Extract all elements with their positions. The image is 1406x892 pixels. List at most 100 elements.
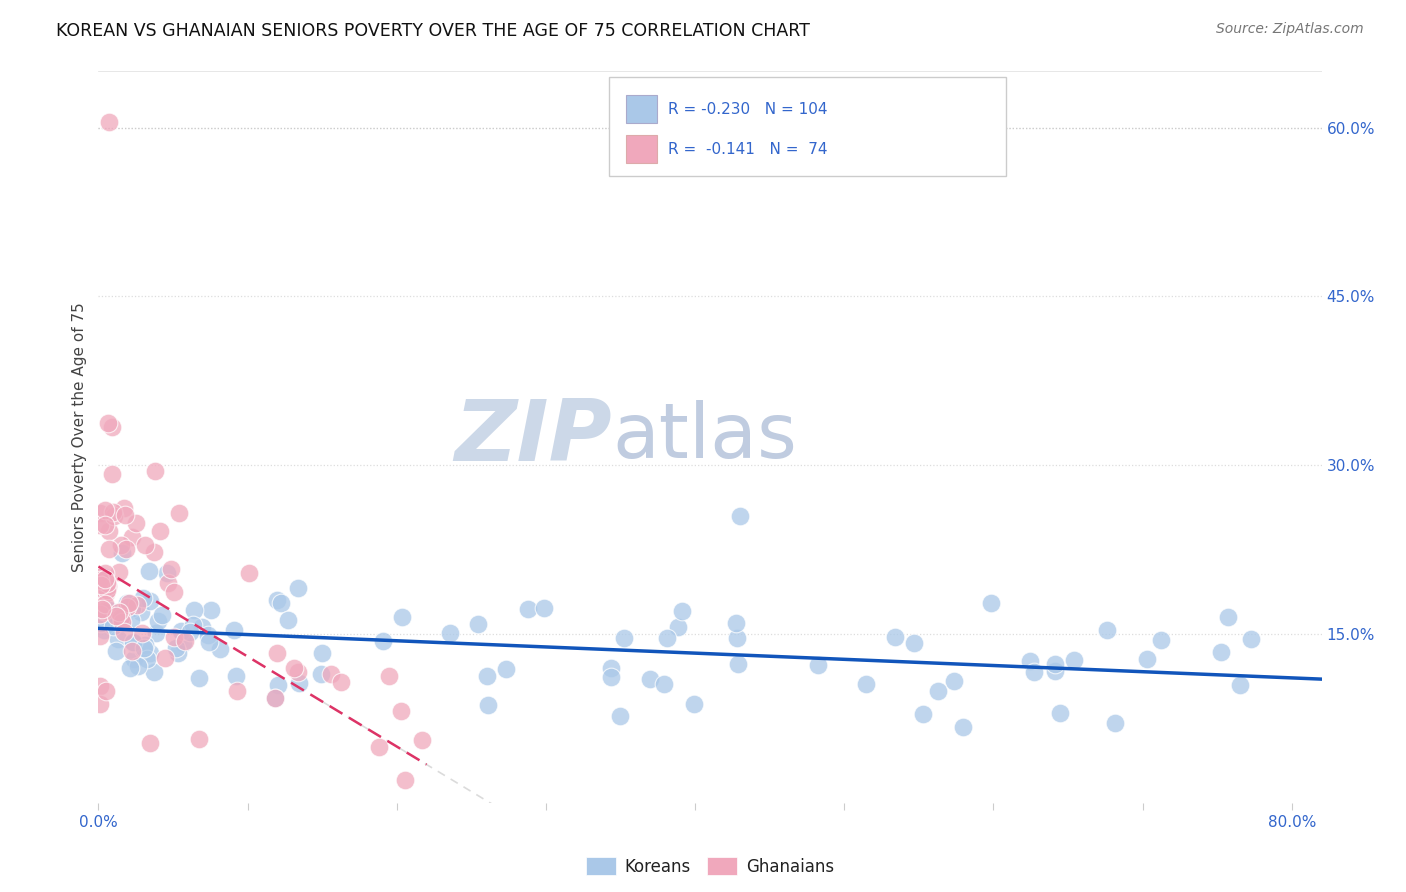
Ghanaians (103, 508, 125, 523)
Ghanaians (394, 773, 416, 788)
Ghanaians (188, 731, 211, 746)
Koreans (121, 601, 143, 615)
Koreans (980, 596, 1002, 610)
Ghanaians (112, 625, 135, 640)
Koreans (191, 619, 214, 633)
Koreans (111, 610, 134, 624)
Ghanaians (98, 542, 121, 557)
Koreans (127, 659, 149, 673)
Koreans (105, 606, 128, 620)
Ghanaians (139, 736, 162, 750)
Koreans (156, 566, 179, 581)
Ghanaians (96, 585, 118, 599)
Koreans (638, 672, 661, 686)
Koreans (225, 669, 247, 683)
Koreans (183, 602, 205, 616)
Koreans (181, 618, 204, 632)
Koreans (477, 669, 499, 683)
Ghanaians (94, 503, 117, 517)
Ghanaians (101, 467, 124, 481)
Koreans (671, 604, 693, 618)
Koreans (807, 657, 830, 672)
Koreans (170, 624, 193, 638)
Koreans (855, 677, 877, 691)
Koreans (1022, 665, 1045, 679)
Koreans (309, 666, 332, 681)
Koreans (727, 657, 749, 672)
Ghanaians (389, 704, 412, 718)
Koreans (132, 642, 155, 657)
Koreans (911, 707, 934, 722)
Koreans (104, 644, 127, 658)
Koreans (883, 630, 905, 644)
Koreans (188, 671, 211, 685)
Koreans (952, 720, 974, 734)
Ghanaians (411, 733, 433, 747)
Ghanaians (101, 505, 124, 519)
Koreans (652, 676, 675, 690)
Koreans (165, 640, 187, 655)
Koreans (533, 601, 555, 615)
Ghanaians (143, 464, 166, 478)
Ghanaians (266, 646, 288, 660)
Koreans (371, 633, 394, 648)
Ghanaians (378, 668, 401, 682)
Koreans (266, 593, 288, 607)
Koreans (118, 660, 141, 674)
Koreans (167, 646, 190, 660)
Koreans (224, 623, 246, 637)
Ghanaians (93, 518, 115, 533)
Koreans (142, 665, 165, 680)
Ghanaians (97, 524, 120, 538)
Ghanaians (121, 644, 143, 658)
Koreans (120, 613, 142, 627)
Ghanaians (134, 538, 156, 552)
Ghanaians (111, 615, 134, 629)
Ghanaians (97, 115, 120, 129)
Ghanaians (101, 420, 124, 434)
Text: atlas: atlas (612, 401, 797, 474)
Koreans (391, 610, 413, 624)
Koreans (93, 570, 115, 584)
Koreans (122, 652, 145, 666)
Koreans (311, 646, 333, 660)
Koreans (145, 626, 167, 640)
Koreans (1240, 632, 1263, 647)
Text: ZIP: ZIP (454, 395, 612, 479)
Koreans (1097, 623, 1119, 637)
Koreans (1104, 716, 1126, 731)
Koreans (198, 634, 221, 648)
Ghanaians (115, 541, 138, 556)
Ghanaians (89, 629, 111, 643)
Ghanaians (238, 566, 260, 580)
Koreans (927, 684, 949, 698)
Koreans (150, 607, 173, 622)
Koreans (172, 636, 194, 650)
Koreans (208, 642, 231, 657)
Koreans (200, 603, 222, 617)
Ghanaians (96, 582, 118, 597)
Ghanaians (94, 566, 117, 581)
Ghanaians (163, 630, 186, 644)
Ghanaians (110, 538, 132, 552)
Text: KOREAN VS GHANAIAN SENIORS POVERTY OVER THE AGE OF 75 CORRELATION CHART: KOREAN VS GHANAIAN SENIORS POVERTY OVER … (56, 22, 810, 40)
Ghanaians (160, 562, 183, 576)
Ghanaians (153, 651, 176, 665)
Koreans (134, 638, 156, 652)
Ghanaians (94, 597, 117, 611)
Koreans (266, 677, 288, 691)
Ghanaians (167, 506, 190, 520)
Koreans (1216, 610, 1239, 624)
Ghanaians (89, 517, 111, 532)
Ghanaians (112, 501, 135, 516)
Y-axis label: Seniors Poverty Over the Age of 75: Seniors Poverty Over the Age of 75 (72, 302, 87, 572)
Ghanaians (97, 416, 120, 430)
Koreans (1136, 652, 1159, 666)
Ghanaians (131, 625, 153, 640)
Ghanaians (89, 506, 111, 520)
Ghanaians (283, 661, 305, 675)
Koreans (93, 624, 115, 638)
Koreans (1209, 645, 1232, 659)
Ghanaians (96, 576, 118, 591)
Ghanaians (89, 570, 111, 584)
